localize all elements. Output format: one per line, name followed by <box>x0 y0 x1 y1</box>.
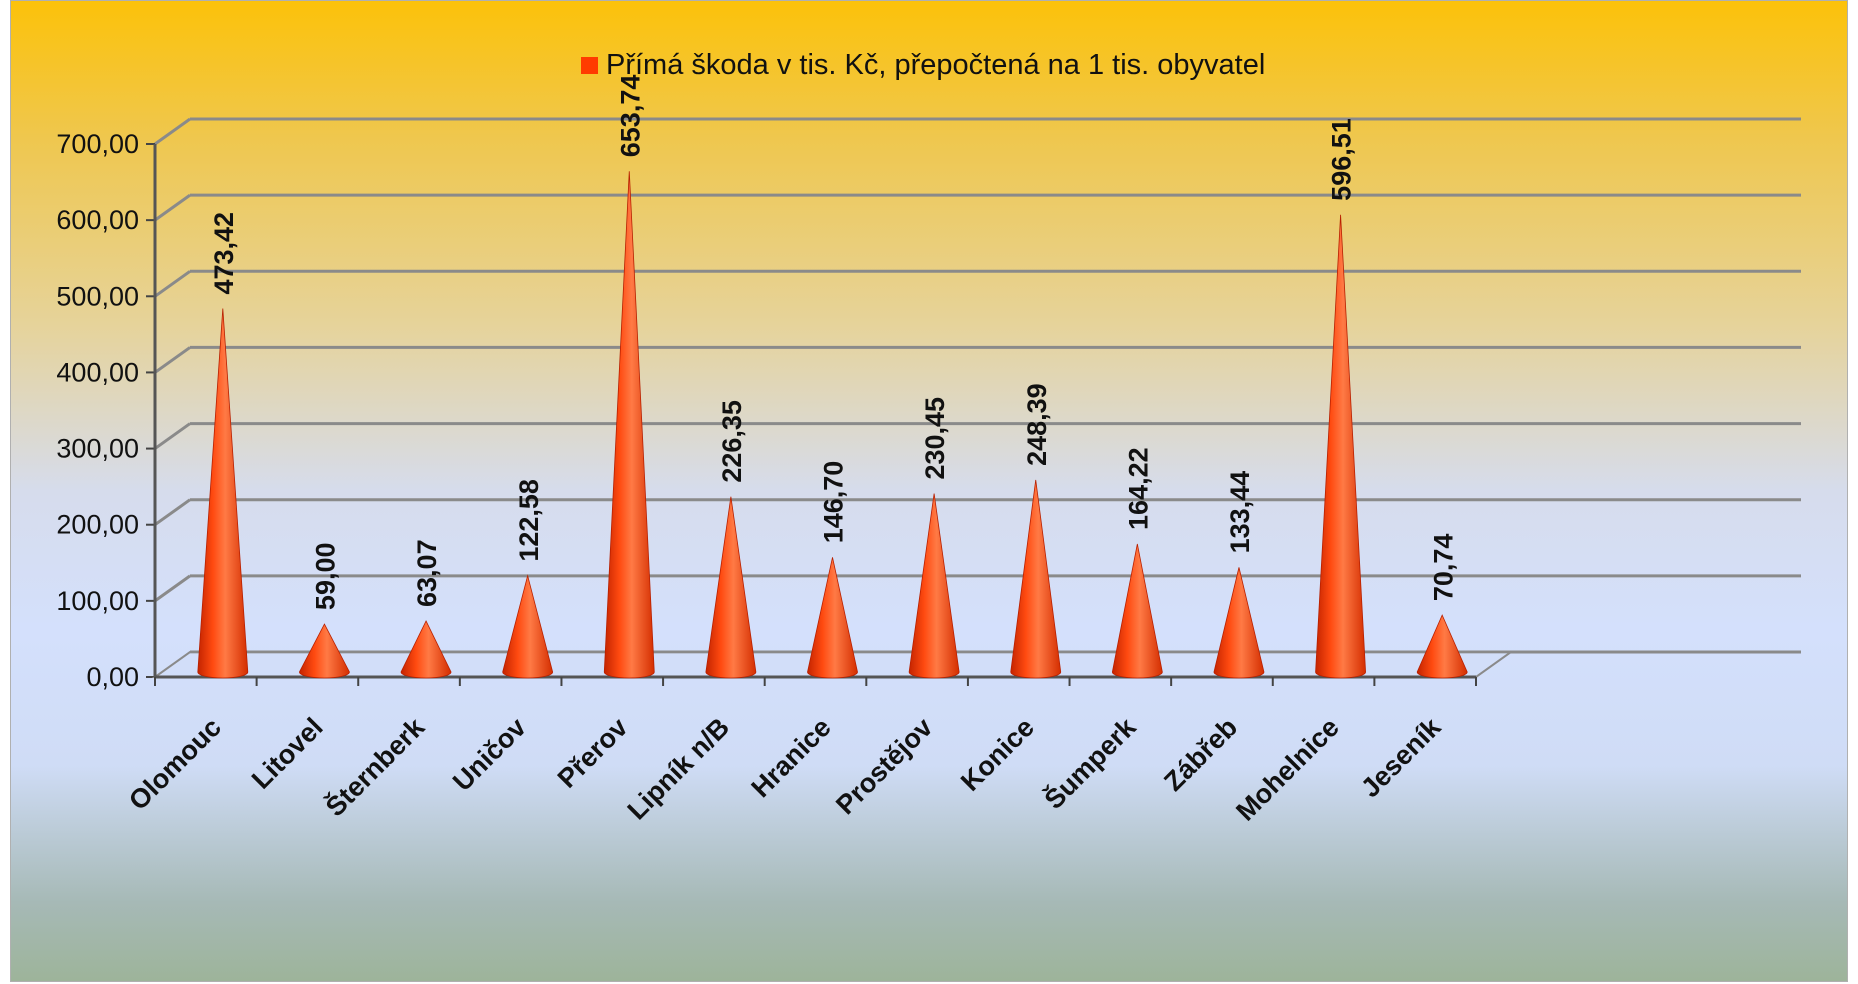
cone-shape <box>908 493 960 679</box>
y-tick-label: 200,00 <box>56 510 139 540</box>
data-label: 248,39 <box>1022 383 1052 466</box>
cone-bar <box>400 620 452 679</box>
cone-shape <box>197 308 249 679</box>
category-label: Uničov <box>447 712 532 797</box>
cone-shape <box>1010 479 1062 679</box>
y-tick-label: 0,00 <box>86 662 139 692</box>
cone-bar <box>502 574 554 679</box>
legend-swatch <box>581 56 598 74</box>
cone-shape <box>1111 543 1163 679</box>
cone-bar <box>1315 214 1366 679</box>
label-layer: 0,00 100,00 200,00 300,00 400,00 500,00 600,00… <box>56 75 1458 827</box>
data-label: 146,70 <box>819 461 849 544</box>
data-label: 653,74 <box>615 75 645 158</box>
cone-bar <box>705 496 757 679</box>
cone-shape <box>502 574 554 679</box>
data-label: 226,35 <box>717 400 747 483</box>
cone-bar <box>299 623 350 679</box>
cone-shape <box>1213 567 1265 679</box>
cone-layer <box>197 171 1468 679</box>
gridline-diagonal <box>154 270 191 298</box>
category-label: Přerov <box>552 712 634 794</box>
y-tick-label: 400,00 <box>56 357 139 387</box>
chart-svg: 0,00 100,00 200,00 300,00 400,00 500,00 600,00… <box>56 75 1801 827</box>
gridline-diagonal <box>154 574 191 603</box>
data-label: 473,42 <box>209 212 239 295</box>
y-tick-label: 300,00 <box>56 434 139 464</box>
cone-shape <box>299 623 350 679</box>
cone-shape <box>603 171 655 679</box>
gridline-diagonal <box>154 498 191 526</box>
cone-bar <box>908 493 960 679</box>
y-tick-label: 100,00 <box>56 586 139 616</box>
cone-bar <box>1416 614 1468 679</box>
gridline-diagonal <box>154 422 191 450</box>
category-label: Hranice <box>745 712 836 803</box>
cone-bar <box>603 171 655 679</box>
category-label: Lipník n/B <box>622 712 735 825</box>
data-label: 230,45 <box>920 397 950 480</box>
grid-layer <box>154 117 1801 654</box>
data-label: 133,44 <box>1225 471 1255 554</box>
cone-bar <box>1010 479 1062 679</box>
category-label: Konice <box>955 712 1040 797</box>
gridline-diagonal <box>154 193 191 222</box>
legend-label: Přímá škoda v tis. Kč, přepočtená na 1 t… <box>606 48 1266 81</box>
cone-shape <box>807 557 858 679</box>
data-label: 122,58 <box>514 479 544 562</box>
legend: Přímá škoda v tis. Kč, přepočtená na 1 t… <box>581 45 1265 85</box>
category-label: Šternberk <box>319 711 431 823</box>
cone-bar <box>1213 567 1265 679</box>
category-label: Zábřeb <box>1158 712 1243 797</box>
cone-shape <box>400 620 452 679</box>
data-label: 63,07 <box>412 539 442 607</box>
gridline-diagonal <box>154 117 191 146</box>
data-label: 59,00 <box>311 542 341 610</box>
category-label: Šumperk <box>1038 711 1142 815</box>
chart-frame: 0,00 100,00 200,00 300,00 400,00 500,00 600,00… <box>10 0 1848 982</box>
data-label: 596,51 <box>1327 118 1357 201</box>
cone-bar <box>197 308 249 679</box>
y-tick-label: 600,00 <box>56 205 139 235</box>
category-label: Olomouc <box>123 712 227 816</box>
cone-bar <box>1111 543 1163 679</box>
gridline-diagonal <box>154 346 191 374</box>
cone-shape <box>1315 214 1366 679</box>
category-label: Mohelnice <box>1230 712 1345 827</box>
cone-shape <box>1416 614 1468 679</box>
y-tick-label: 500,00 <box>56 281 139 311</box>
data-label: 70,74 <box>1428 534 1458 602</box>
category-label: Jeseník <box>1355 711 1447 803</box>
cone-bar <box>807 557 858 679</box>
data-label: 164,22 <box>1123 447 1153 530</box>
cone-shape <box>705 496 757 679</box>
category-label: Litovel <box>246 712 329 795</box>
y-tick-label: 700,00 <box>56 129 139 159</box>
category-label: Prostějov <box>830 712 938 820</box>
